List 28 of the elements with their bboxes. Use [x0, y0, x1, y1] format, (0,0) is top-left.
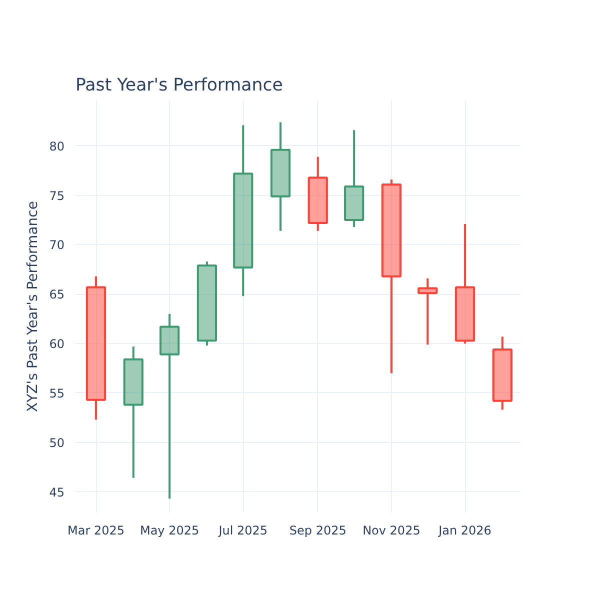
y-tick-label: 70 — [49, 238, 65, 252]
candlestick — [86, 275, 106, 421]
x-tick-label: Nov 2025 — [362, 524, 420, 538]
x-tick-label: May 2025 — [140, 524, 200, 538]
candlestick — [492, 336, 512, 411]
x-tick-label: Jan 2026 — [438, 524, 492, 538]
y-axis-title: XYZ's Past Year's Performance — [25, 201, 42, 412]
y-tick-label: 80 — [49, 139, 65, 154]
y-tick-label: 45 — [49, 485, 65, 500]
candlestick — [270, 121, 291, 232]
chart-title: Past Year's Performance — [76, 76, 283, 96]
candlestick — [196, 260, 217, 347]
candlestick — [123, 346, 144, 479]
candlestick — [381, 178, 402, 374]
candlestick — [344, 129, 364, 228]
y-tick-label: 50 — [49, 436, 65, 450]
x-tick-label: Sep 2025 — [289, 524, 346, 538]
y-tick-label: 75 — [49, 188, 65, 203]
x-tick-label: Jul 2025 — [218, 524, 268, 538]
candlestick — [233, 124, 254, 298]
candlestick — [308, 156, 328, 232]
y-tick-label: 55 — [49, 386, 65, 400]
y-tick-label: 60 — [49, 337, 65, 352]
candlestick — [454, 223, 476, 345]
candlestick — [160, 312, 180, 500]
candlestick — [418, 277, 438, 346]
y-tick-label: 65 — [49, 288, 65, 302]
x-tick-label: Mar 2025 — [68, 524, 125, 538]
